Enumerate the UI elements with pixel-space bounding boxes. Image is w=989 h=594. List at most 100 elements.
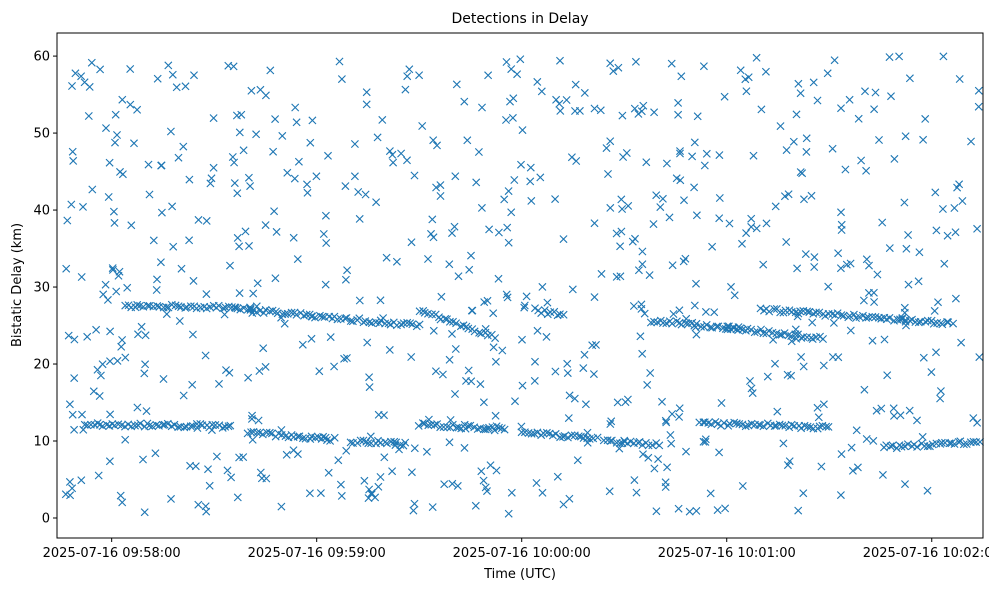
data-point-track-upper bbox=[346, 317, 355, 325]
data-point-track-lower bbox=[330, 433, 339, 442]
data-point-track-upper bbox=[706, 323, 715, 332]
data-point-clutter bbox=[871, 88, 880, 97]
data-point-track-upper bbox=[765, 307, 774, 316]
data-point-clutter bbox=[71, 69, 80, 78]
data-point-clutter bbox=[619, 153, 628, 161]
data-point-track-lower bbox=[364, 439, 373, 448]
data-point-clutter bbox=[685, 507, 694, 516]
data-point-track-lower bbox=[923, 442, 932, 451]
data-point-track-upper bbox=[770, 305, 779, 314]
data-point-track-upper bbox=[885, 313, 894, 322]
data-point-track-upper bbox=[292, 310, 301, 319]
data-point-clutter bbox=[106, 327, 115, 336]
data-point-clutter bbox=[77, 273, 86, 281]
data-point-clutter bbox=[805, 307, 814, 316]
data-point-clutter bbox=[932, 226, 941, 235]
data-point-clutter bbox=[270, 207, 279, 216]
data-point-track-lower bbox=[937, 438, 946, 447]
data-point-clutter bbox=[248, 435, 257, 444]
data-point-clutter bbox=[923, 486, 932, 495]
data-point-clutter bbox=[108, 265, 117, 274]
data-point-clutter bbox=[779, 439, 788, 448]
data-point-clutter bbox=[403, 72, 412, 81]
data-point-clutter bbox=[590, 219, 599, 228]
data-point-clutter bbox=[520, 303, 529, 312]
data-point-track-upper bbox=[341, 314, 349, 323]
data-point-track-upper bbox=[784, 331, 793, 340]
data-point-clutter bbox=[645, 271, 654, 280]
data-point-clutter bbox=[596, 106, 605, 115]
data-point-track-lower bbox=[903, 440, 912, 449]
data-point-clutter bbox=[674, 110, 683, 119]
data-point-clutter bbox=[974, 102, 983, 111]
data-point-track-upper bbox=[333, 315, 342, 324]
data-point-clutter bbox=[409, 506, 418, 515]
data-point-clutter bbox=[127, 221, 136, 230]
data-point-clutter bbox=[551, 195, 560, 204]
data-point-clutter bbox=[551, 367, 560, 376]
data-point-clutter bbox=[901, 480, 909, 489]
data-point-track-upper bbox=[153, 302, 162, 310]
data-point-clutter bbox=[448, 229, 456, 238]
data-point-clutter bbox=[639, 450, 647, 459]
data-point-track-upper bbox=[819, 335, 827, 343]
data-point-clutter bbox=[175, 317, 184, 325]
data-point-clutter bbox=[67, 200, 76, 209]
data-point-clutter bbox=[796, 89, 805, 98]
data-point-clutter bbox=[837, 450, 846, 459]
data-point-clutter bbox=[378, 115, 387, 124]
data-point-clutter bbox=[813, 403, 822, 412]
data-point-clutter bbox=[223, 466, 232, 475]
data-point-clutter bbox=[938, 205, 947, 213]
data-point-clutter bbox=[564, 414, 573, 423]
data-point-clutter bbox=[379, 314, 388, 323]
data-point-clutter bbox=[465, 265, 474, 274]
data-point-clutter bbox=[157, 208, 166, 217]
data-point-clutter bbox=[277, 502, 286, 511]
data-point-clutter bbox=[445, 355, 454, 364]
data-point-clutter bbox=[662, 159, 671, 168]
data-point-clutter bbox=[890, 411, 898, 420]
data-point-clutter bbox=[606, 137, 615, 146]
data-point-clutter bbox=[110, 218, 119, 227]
data-point-clutter bbox=[261, 362, 270, 371]
data-point-clutter bbox=[701, 437, 710, 446]
data-point-clutter bbox=[904, 280, 913, 289]
data-point-track-lower bbox=[218, 423, 227, 432]
data-point-clutter bbox=[667, 59, 676, 68]
data-point-clutter bbox=[836, 264, 845, 273]
data-point-clutter bbox=[498, 346, 507, 355]
data-point-clutter bbox=[575, 106, 584, 115]
data-point-clutter bbox=[179, 391, 188, 400]
y-tick-label: 50 bbox=[33, 127, 50, 142]
data-point-clutter bbox=[784, 190, 793, 199]
data-point-track-lower bbox=[293, 432, 302, 441]
data-point-track-upper bbox=[839, 311, 848, 320]
data-point-clutter bbox=[720, 92, 729, 101]
data-point-clutter bbox=[407, 238, 416, 247]
data-point-clutter bbox=[84, 112, 93, 120]
data-point-clutter bbox=[531, 357, 539, 366]
data-point-clutter bbox=[307, 312, 316, 321]
data-point-track-upper bbox=[943, 318, 952, 326]
data-point-clutter bbox=[445, 438, 454, 447]
data-point-clutter bbox=[520, 301, 529, 310]
data-point-track-lower bbox=[770, 422, 779, 430]
data-point-clutter bbox=[533, 326, 542, 335]
data-point-clutter bbox=[152, 286, 161, 294]
data-point-track-lower bbox=[145, 421, 154, 430]
data-point-clutter bbox=[913, 416, 921, 425]
data-point-clutter bbox=[467, 251, 475, 260]
data-point-clutter bbox=[747, 384, 756, 393]
data-point-clutter bbox=[516, 55, 525, 64]
data-point-clutter bbox=[460, 420, 469, 429]
data-point-clutter bbox=[846, 326, 855, 335]
data-point-clutter bbox=[489, 343, 498, 352]
data-point-clutter bbox=[690, 183, 699, 192]
data-point-track-upper bbox=[365, 318, 374, 327]
data-point-clutter bbox=[294, 157, 303, 166]
data-point-clutter bbox=[749, 151, 758, 160]
data-point-clutter bbox=[681, 254, 690, 263]
data-point-clutter bbox=[354, 188, 363, 196]
